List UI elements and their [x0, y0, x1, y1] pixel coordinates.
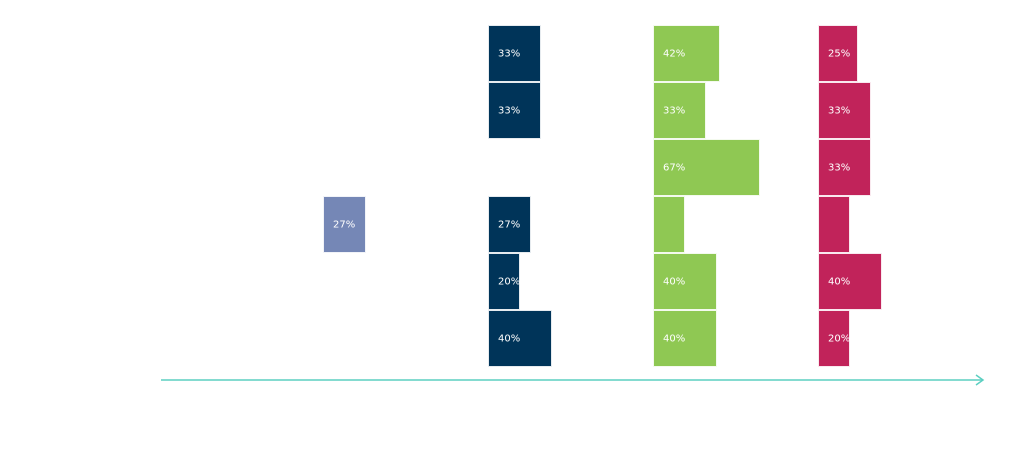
bar: 20%	[818, 310, 850, 367]
bar-value-label: 27%	[333, 219, 356, 230]
bar-value-label: 33%	[498, 48, 521, 59]
bar-value-label: 40%	[663, 333, 686, 344]
bar-value-label: 40%	[663, 276, 686, 287]
bar-value-label: 20%	[498, 276, 521, 287]
bar: 27%	[488, 196, 531, 253]
bar: 33%	[488, 82, 541, 139]
bar-value-label: 33%	[828, 162, 851, 173]
bar	[818, 196, 850, 253]
bar: 40%	[653, 310, 717, 367]
bar: 67%	[653, 139, 760, 196]
bar-value-label: 67%	[663, 162, 686, 173]
bar-value-label: 33%	[828, 105, 851, 116]
x-axis-arrow-icon	[975, 374, 985, 386]
bar-value-label: 40%	[498, 333, 521, 344]
bar-value-label: 42%	[663, 48, 686, 59]
bar-value-label: 25%	[828, 48, 851, 59]
bar: 33%	[488, 25, 541, 82]
bar: 25%	[818, 25, 858, 82]
bar: 40%	[653, 253, 717, 310]
bar: 27%	[323, 196, 366, 253]
bar	[653, 196, 685, 253]
bar-value-label: 27%	[498, 219, 521, 230]
bar: 33%	[818, 139, 871, 196]
bar: 40%	[818, 253, 882, 310]
bar-value-label: 33%	[498, 105, 521, 116]
bar: 42%	[653, 25, 720, 82]
bar: 20%	[488, 253, 520, 310]
bar: 33%	[653, 82, 706, 139]
bar-value-label: 40%	[828, 276, 851, 287]
bar-value-label: 33%	[663, 105, 686, 116]
bar-value-label: 20%	[828, 333, 851, 344]
bar: 40%	[488, 310, 552, 367]
bar: 33%	[818, 82, 871, 139]
